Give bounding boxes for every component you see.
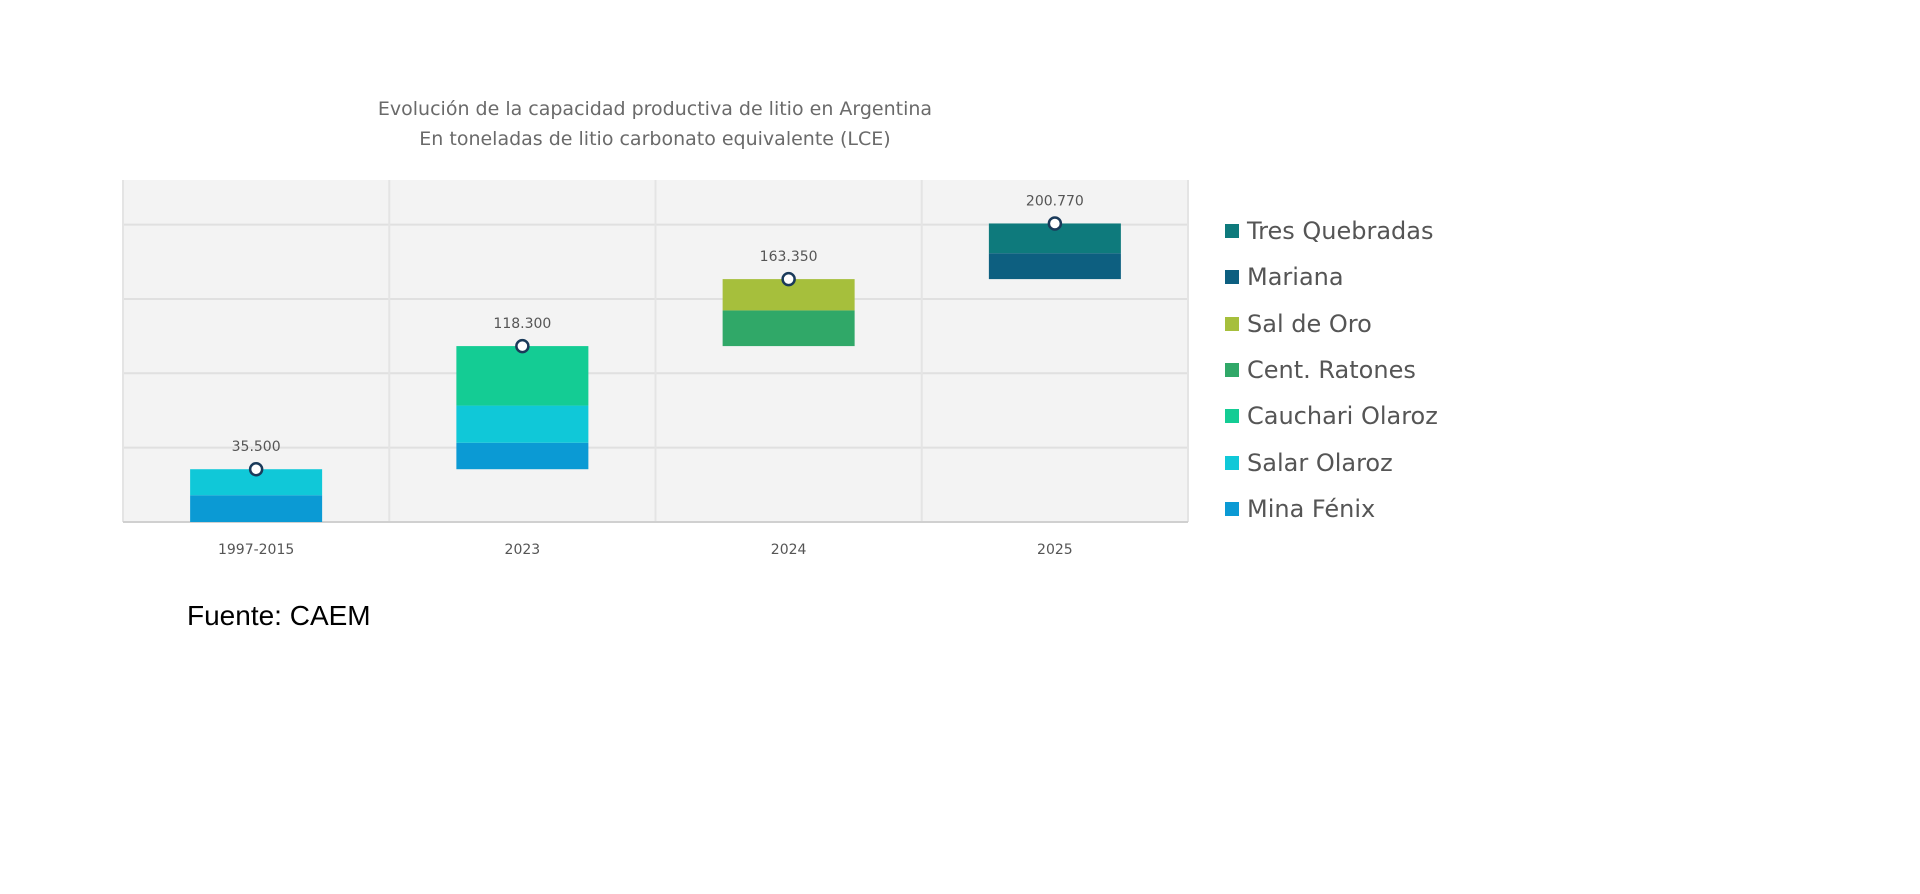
- total-marker: [515, 338, 530, 354]
- legend-label: Salar Olaroz: [1247, 448, 1393, 477]
- legend-item: Sal de Oro: [1225, 301, 1438, 347]
- legend-label: Mariana: [1247, 263, 1344, 292]
- bar-segment-mariana: [988, 253, 1121, 280]
- legend-swatch: [1225, 455, 1239, 470]
- x-tick-label: 2024: [771, 542, 807, 558]
- data-label: 118.300: [493, 316, 551, 332]
- legend-label: Cent. Ratones: [1247, 356, 1416, 385]
- source-note: Fuente: CAEM: [187, 600, 371, 631]
- data-label: 35.500: [232, 439, 281, 455]
- legend-swatch: [1225, 501, 1239, 516]
- bar-segment-mina-f-nix: [456, 442, 589, 470]
- legend-swatch: [1225, 224, 1239, 239]
- legend-item: Cent. Ratones: [1225, 347, 1438, 393]
- total-marker: [781, 271, 796, 287]
- bar-segment-cauchari-olaroz: [456, 346, 589, 406]
- bar-segment-cent-ratones: [722, 310, 855, 347]
- data-label: 163.350: [760, 249, 818, 265]
- legend-label: Tres Quebradas: [1247, 217, 1434, 246]
- legend-label: Sal de Oro: [1247, 309, 1372, 338]
- x-tick-label: 2025: [1037, 542, 1073, 558]
- legend-label: Cauchari Olaroz: [1247, 402, 1438, 431]
- legend-swatch: [1225, 270, 1239, 285]
- legend-item: Cauchari Olaroz: [1225, 393, 1438, 439]
- legend-swatch: [1225, 363, 1239, 378]
- legend-item: Mina Fénix: [1225, 486, 1438, 532]
- total-marker: [248, 461, 264, 477]
- legend-swatch: [1225, 409, 1239, 424]
- data-label: 200.770: [1026, 193, 1084, 209]
- chart-subtitle: En toneladas de litio carbonato equivale…: [419, 128, 891, 150]
- x-tick-label: 2023: [505, 542, 541, 558]
- legend-swatch: [1225, 316, 1239, 331]
- legend-label: Mina Fénix: [1247, 494, 1376, 523]
- chart-title: Evolución de la capacidad productiva de …: [377, 98, 933, 120]
- legend: Tres Quebradas Mariana Sal de Oro Cent. Rat…: [1225, 208, 1438, 532]
- bar-segment-salar-olaroz: [456, 405, 589, 443]
- total-marker: [1047, 216, 1063, 231]
- legend-item: Tres Quebradas: [1225, 208, 1438, 254]
- x-tick-label: 1997-2015: [218, 542, 294, 558]
- legend-item: Mariana: [1225, 254, 1438, 300]
- bar-segment-mina-f-nix: [190, 495, 323, 522]
- legend-item: Salar Olaroz: [1225, 439, 1438, 485]
